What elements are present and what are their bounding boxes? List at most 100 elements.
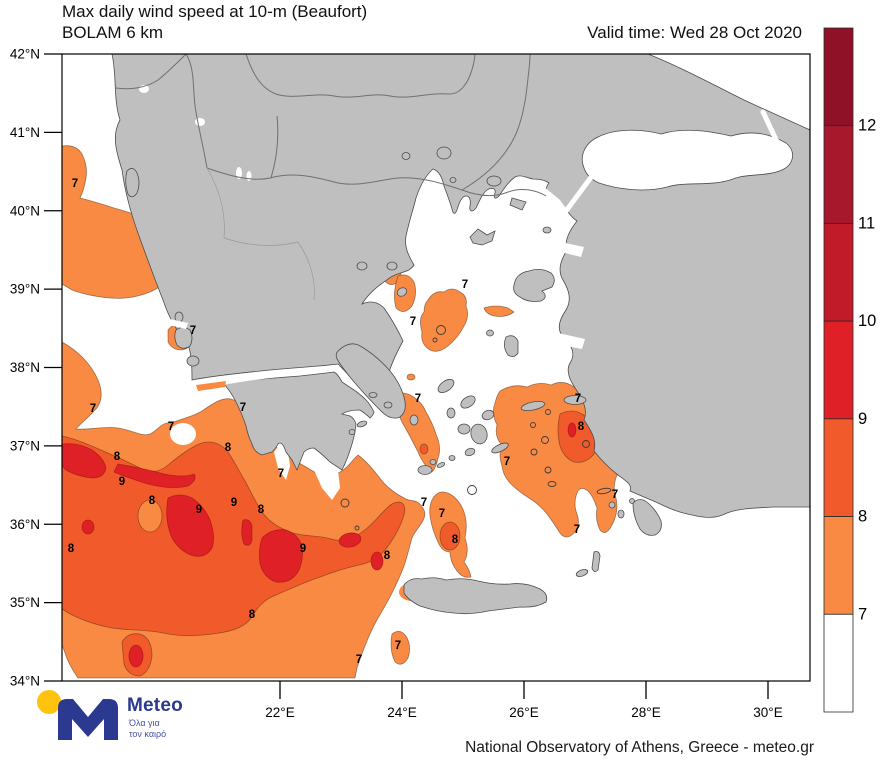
kos-outline [596, 487, 612, 495]
psara-island [486, 329, 494, 337]
santorini-outline [467, 485, 477, 495]
samothrace-islet2 [449, 177, 457, 183]
border-greece-turkey [461, 188, 547, 197]
kea-island [409, 414, 419, 426]
colorbar-segment [823, 320, 854, 420]
contour-value-label: 7 [356, 654, 362, 666]
symi-island [629, 498, 635, 504]
lat-tick-label: 39°N [10, 282, 40, 297]
bozcaada-island [542, 226, 552, 234]
antikythera-outline [354, 525, 360, 531]
contour-value-label: 7 [410, 316, 416, 328]
amorgos-island [491, 442, 509, 454]
island-outlines-in-orange [340, 325, 612, 531]
limnos-island [469, 228, 496, 246]
contour-value-label: 9 [231, 497, 237, 509]
contour-value-label: 7 [395, 640, 401, 652]
colorbar-segment [823, 516, 854, 615]
contour-9-dot-b [338, 532, 362, 548]
lat-tick-label: 36°N [10, 517, 40, 532]
colorbar-tick-label: 8 [858, 508, 867, 526]
colorbar-tick-label: 10 [858, 312, 876, 330]
crete-island [403, 577, 548, 615]
meteo-logo: Meteo Όλα για τον καιρό [36, 688, 206, 750]
kalymnos-outline [530, 448, 538, 456]
contour-value-label: 8 [384, 550, 391, 562]
valid-time-label: Valid time: Wed 28 Oct 2020 [587, 23, 802, 42]
lat-tick-label: 42°N [10, 47, 40, 62]
contour-value-label: 8 [578, 421, 585, 433]
thassos-island [436, 146, 452, 160]
contour-9-west-border [62, 443, 107, 479]
contour-9-east-dot [567, 422, 577, 438]
samos-island [563, 395, 587, 405]
bosporus-strait [760, 109, 782, 149]
contour-value-label: 7 [72, 178, 78, 190]
skyros-outline [436, 325, 446, 335]
lon-tick-label: 24°E [387, 705, 416, 720]
footer-credit: National Observatory of Athens, Greece -… [465, 739, 814, 756]
colorbar-tick-label: 12 [858, 117, 876, 135]
skyros-islet-outline [432, 337, 438, 343]
colorbar-segment [823, 125, 854, 224]
border-north-chain [245, 54, 476, 98]
contour-7-central-aegean [420, 288, 468, 352]
sea-tongue-messinian [274, 444, 290, 480]
strymonic-islet [401, 152, 411, 160]
lat-tick-label: 34°N [10, 674, 40, 689]
country-borders [115, 54, 547, 301]
logo-tagline-line1: Όλα για [129, 718, 160, 728]
contour-9-dot-d [128, 644, 144, 668]
samothrace-island [486, 175, 502, 187]
kos-west-outline [544, 466, 552, 474]
colorbar-tick-label: 11 [858, 214, 875, 232]
contour-9-dot-c [370, 551, 384, 571]
syros-island [446, 407, 456, 419]
alonnisos-island [396, 287, 408, 297]
contour-9-dot-a [81, 519, 95, 535]
border-bulgaria-turkey [461, 54, 531, 191]
latitude-axis: 42°N 41°N 40°N 39°N 38°N 37°N 36°N 35°N 34°N [10, 47, 62, 689]
tinos-island [460, 395, 476, 409]
contour-value-label: 7 [240, 402, 246, 414]
map-title: Max daily wind speed at 10-m (Beaufort) [62, 2, 368, 21]
contour-value-label: 7 [278, 468, 284, 480]
contour-value-label: 7 [421, 497, 427, 509]
samos-south-outline [582, 440, 590, 448]
leros-outline [541, 436, 549, 444]
colorbar-segment [823, 418, 854, 517]
contour-value-label: 9 [196, 504, 202, 516]
contour-value-label: 8 [68, 543, 75, 555]
naxos-island [470, 423, 488, 445]
patmos-outline [530, 422, 536, 428]
black-sea [647, 54, 810, 131]
logo-yellow-dot [37, 690, 61, 714]
colorbar-segment [823, 223, 854, 322]
beaufort-colorbar: 12 11 10 9 8 7 [823, 27, 876, 713]
contour-value-label: 8 [225, 442, 232, 454]
fourni-outline [545, 409, 551, 415]
astypalaia-outline [547, 481, 557, 487]
evia-island [335, 343, 406, 419]
colorbar-tick-label: 7 [858, 605, 867, 623]
wind-contour-level9 [62, 422, 577, 668]
mykonos-island [481, 409, 495, 421]
contour-value-label: 7 [612, 489, 618, 501]
lon-tick-label: 26°E [509, 705, 538, 720]
sikinos-island [448, 455, 456, 461]
contour-9-arc [113, 463, 196, 488]
sea-tongue-laconian [310, 448, 340, 500]
contour-9-blob-a [166, 494, 214, 557]
lat-tick-label: 37°N [10, 438, 40, 453]
contour-7-south-small [390, 631, 410, 665]
milos-island [417, 465, 433, 475]
sea-of-marmara [581, 129, 793, 191]
chios-island [504, 335, 519, 357]
border-albania-east [185, 54, 208, 169]
contour-7-lesvos-south [483, 305, 515, 317]
zakynthos-island [186, 355, 200, 367]
contour-value-label: 7 [90, 403, 96, 415]
